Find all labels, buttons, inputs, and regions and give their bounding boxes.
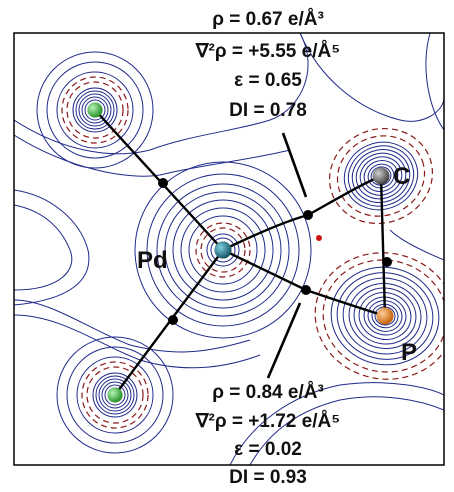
contour-line (359, 156, 403, 196)
contour-line (101, 381, 129, 409)
outer-contour (14, 33, 309, 155)
pd-atom (214, 241, 232, 259)
bcp-bottom-laplacian: ∇²ρ = +1.72 e/Å⁵ (195, 411, 340, 432)
negative-contour-line (81, 361, 149, 429)
contour-line (76, 356, 154, 434)
negative-contour-line (314, 252, 444, 380)
p-label: P (401, 339, 417, 366)
solid-contours (36, 51, 440, 454)
contour-line (164, 191, 282, 309)
cl-atom-bottom (107, 387, 123, 403)
negative-contour-line (200, 227, 246, 273)
contour-line (180, 207, 266, 293)
bcp-top-di: DI = 0.78 (229, 100, 307, 121)
p-atom (376, 307, 394, 325)
contour-line (75, 90, 115, 130)
outer-contour (14, 134, 291, 177)
contour-line (78, 93, 112, 127)
bcp-pd-c (303, 210, 313, 220)
cl-atom-top (87, 102, 103, 118)
contour-line (104, 384, 126, 406)
contour-line (46, 61, 144, 159)
bcp-pd-cl-top (158, 178, 168, 188)
outer-contour (14, 204, 73, 291)
bond-path-c-p (379, 174, 387, 318)
contour-line (330, 266, 440, 366)
contour-line (363, 296, 407, 336)
bcp-top-annotation: ρ = 0.67 e/Å³ ∇²ρ = +5.55 e/Å⁵ ε = 0.65 … (195, 9, 340, 121)
bcp-bottom-di: DI = 0.93 (229, 467, 307, 488)
c-atom (372, 167, 390, 185)
c-label: C (393, 163, 410, 190)
contour-line (371, 303, 399, 329)
negative-contour-line (195, 222, 251, 278)
bcp-c-p (382, 257, 392, 267)
contour-line (72, 87, 118, 133)
contour-line (358, 292, 412, 340)
bcp-top-laplacian: ∇²ρ = +5.55 e/Å⁵ (195, 41, 340, 62)
outer-contour (14, 299, 251, 353)
dashed-contours (61, 76, 444, 429)
contour-line (92, 372, 138, 418)
outer-contour (229, 382, 444, 465)
bcp-top-ellipticity: ε = 0.65 (234, 70, 302, 91)
contour-line (343, 141, 419, 211)
negative-contour-line (86, 366, 144, 424)
contour-line (36, 51, 154, 169)
negative-contour-line (322, 259, 444, 373)
contour-line (84, 99, 106, 121)
bcp-top-rho: ρ = 0.67 e/Å³ (212, 9, 324, 30)
contour-line (342, 277, 428, 355)
contour-line (353, 287, 417, 345)
plot-frame (13, 32, 445, 466)
pointer-line-bottom (266, 302, 302, 379)
contour-line (367, 300, 403, 332)
contour-line (146, 173, 300, 327)
bcp-pd-cl-bottom (168, 315, 178, 325)
contour-line (374, 306, 396, 326)
negative-contour-line (336, 135, 426, 217)
contour-line (98, 378, 132, 412)
outer-contour (249, 396, 444, 465)
contour-line (363, 159, 399, 193)
contour-line (188, 215, 258, 285)
contour-line (348, 282, 422, 350)
contour-line (81, 96, 109, 124)
contour-line (172, 199, 274, 301)
negative-contour-line (66, 81, 124, 139)
pointer-line-top (281, 132, 308, 198)
outer-contour (425, 33, 444, 131)
contour-line (66, 346, 164, 444)
contour-line (351, 149, 411, 203)
bcp-bottom-rho: ρ = 0.84 e/Å³ (212, 382, 324, 403)
contour-line (56, 71, 134, 149)
contour-line (134, 161, 312, 339)
bcp-pd-p (301, 285, 311, 295)
contour-line (210, 237, 236, 263)
contour-line (206, 233, 240, 267)
outer-contour (299, 33, 444, 122)
outer-contour (14, 189, 90, 306)
pd-label: Pd (137, 247, 168, 274)
negative-contour-line (61, 76, 129, 144)
outer-contour (389, 229, 444, 261)
contour-line (347, 145, 415, 207)
bcp-bottom-ellipticity: ε = 0.02 (234, 439, 302, 460)
contour-line (355, 152, 407, 200)
ring-critical-point (316, 235, 322, 241)
contour-line (336, 272, 434, 360)
contour-line (56, 336, 174, 454)
contour-line (95, 375, 135, 415)
bcp-bottom-annotation: ρ = 0.84 e/Å³ ∇²ρ = +1.72 e/Å⁵ ε = 0.02 … (195, 382, 340, 488)
contour-line (156, 183, 290, 317)
negative-contour-line (328, 127, 434, 225)
